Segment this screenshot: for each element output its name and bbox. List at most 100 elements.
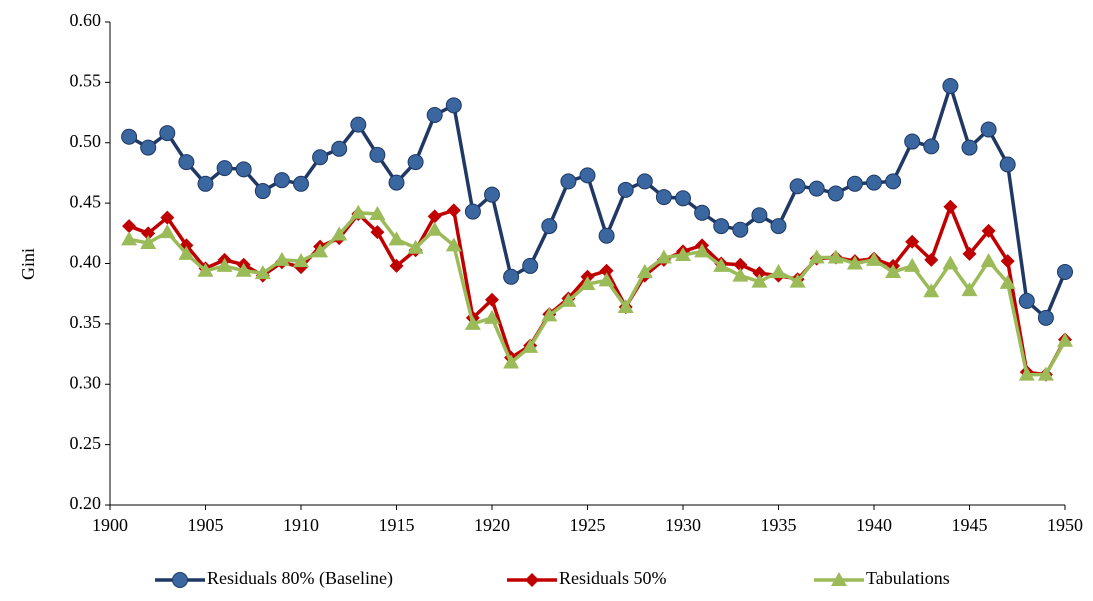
data-point xyxy=(426,106,443,123)
x-tick-label: 1940 xyxy=(856,515,892,535)
data-point xyxy=(503,268,520,285)
data-point xyxy=(254,265,271,280)
data-point xyxy=(923,138,940,155)
x-tick-label: 1935 xyxy=(761,515,797,535)
data-point xyxy=(331,140,348,157)
data-point xyxy=(598,272,615,287)
data-point xyxy=(751,207,768,224)
data-point xyxy=(617,181,634,198)
data-point xyxy=(121,231,138,246)
data-point xyxy=(579,276,596,291)
data-point xyxy=(980,121,997,138)
data-point xyxy=(675,190,691,207)
data-point xyxy=(808,249,825,264)
data-point xyxy=(293,253,309,268)
data-point xyxy=(694,204,711,221)
data-point xyxy=(140,139,157,156)
data-point xyxy=(981,223,996,238)
y-tick-label: 0.50 xyxy=(70,131,102,151)
y-tick-label: 0.45 xyxy=(70,191,102,211)
data-point xyxy=(389,258,404,273)
data-point xyxy=(464,315,481,330)
data-point xyxy=(464,203,481,220)
data-point xyxy=(713,257,730,272)
data-point xyxy=(541,218,558,235)
data-point xyxy=(1000,254,1015,269)
y-tick-label: 0.40 xyxy=(70,252,102,272)
data-point xyxy=(846,255,863,270)
x-tick-label: 1905 xyxy=(188,515,224,535)
data-point xyxy=(331,226,348,241)
data-point xyxy=(885,263,902,278)
legend-marker xyxy=(172,572,188,588)
data-point xyxy=(770,218,787,235)
data-point xyxy=(235,161,252,178)
data-point xyxy=(617,298,634,313)
data-point xyxy=(943,199,958,214)
data-point xyxy=(962,246,977,261)
data-point xyxy=(197,175,214,192)
data-point xyxy=(369,146,386,163)
data-point xyxy=(178,154,195,171)
data-point xyxy=(560,173,577,190)
data-point xyxy=(942,77,959,94)
data-point xyxy=(216,160,233,177)
y-tick-label: 0.35 xyxy=(70,312,102,332)
data-point xyxy=(140,234,157,249)
data-point xyxy=(904,133,921,150)
data-point xyxy=(636,173,653,190)
data-point xyxy=(407,154,424,171)
data-point xyxy=(388,231,405,246)
x-tick-label: 1915 xyxy=(379,515,415,535)
series-line xyxy=(128,211,1067,377)
data-point xyxy=(350,116,367,133)
data-point xyxy=(178,245,195,260)
x-tick-label: 1910 xyxy=(283,515,319,535)
data-point xyxy=(216,257,233,272)
data-point xyxy=(713,218,730,235)
x-tick-label: 1945 xyxy=(952,515,988,535)
data-point xyxy=(312,149,329,166)
data-point xyxy=(370,225,385,240)
data-point xyxy=(923,283,940,298)
y-tick-label: 0.55 xyxy=(70,71,102,91)
data-point xyxy=(694,243,711,258)
data-point xyxy=(1018,366,1035,381)
legend-marker xyxy=(525,573,539,587)
data-point xyxy=(579,167,596,184)
data-point xyxy=(484,309,500,324)
data-point xyxy=(789,273,806,288)
data-point xyxy=(942,255,959,270)
data-point xyxy=(541,307,558,322)
legend-label: Residuals 80% (Baseline) xyxy=(207,568,393,589)
data-point xyxy=(445,237,462,252)
data-point xyxy=(846,175,863,192)
data-point xyxy=(369,205,386,220)
data-point xyxy=(522,338,539,353)
legend-marker xyxy=(831,572,847,586)
data-point xyxy=(235,262,252,277)
data-point xyxy=(312,243,329,258)
data-point xyxy=(445,97,462,114)
data-point xyxy=(789,178,806,195)
data-point xyxy=(904,257,921,272)
data-point xyxy=(254,183,271,200)
data-point xyxy=(599,263,614,278)
data-point xyxy=(427,209,442,224)
data-point xyxy=(732,221,749,238)
data-point xyxy=(197,262,214,277)
data-point xyxy=(1057,263,1073,280)
y-axis-label: Gini xyxy=(18,248,38,280)
data-point xyxy=(827,185,844,202)
data-point xyxy=(924,252,939,267)
data-point xyxy=(655,189,672,206)
y-tick-label: 0.20 xyxy=(70,493,102,513)
data-point xyxy=(273,172,290,189)
data-point xyxy=(1037,309,1054,326)
data-point xyxy=(484,186,500,203)
data-point xyxy=(905,234,920,249)
data-point xyxy=(827,249,844,264)
data-point xyxy=(446,203,461,218)
data-point xyxy=(407,239,424,254)
data-point xyxy=(808,180,825,197)
